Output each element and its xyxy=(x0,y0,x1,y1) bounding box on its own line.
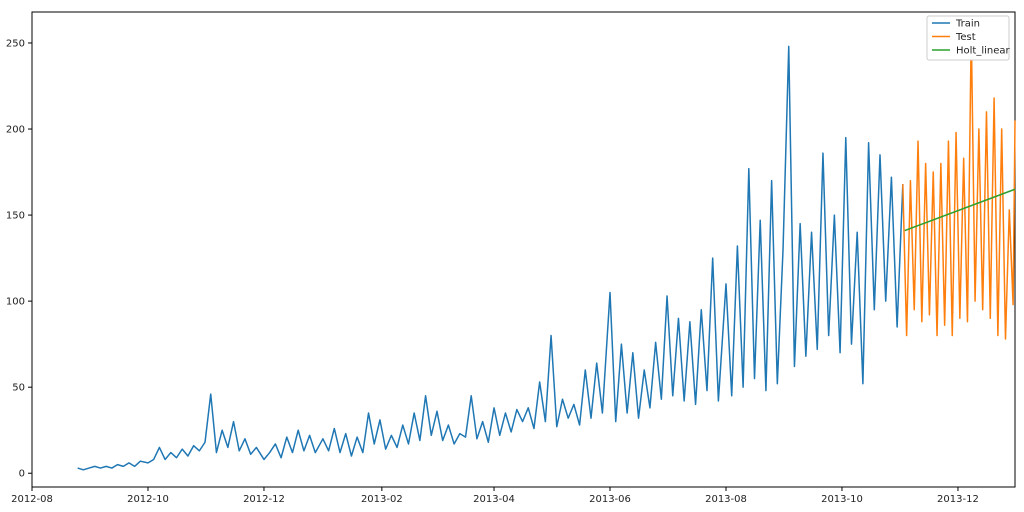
series-line-holt-linear xyxy=(904,188,1016,232)
x-tick-label: 2012-10 xyxy=(127,494,169,505)
y-tick-label: 0 xyxy=(19,469,25,480)
y-axis: 0 50 100 150 200 250 xyxy=(6,38,32,480)
series-line-train xyxy=(77,45,904,471)
y-tick-label: 200 xyxy=(6,125,25,136)
x-tick-label: 2013-08 xyxy=(705,494,747,505)
legend: Train Test Holt_linear xyxy=(926,15,1011,61)
x-axis: 2012-08 2012-10 2012-12 2013-02 2013-04 2013-… xyxy=(11,487,979,505)
legend-entry-label: Test xyxy=(955,32,976,43)
x-tick-label: 2013-02 xyxy=(361,494,403,505)
y-tick-label: 100 xyxy=(6,297,25,308)
y-tick-label: 50 xyxy=(12,383,25,394)
plot-frame xyxy=(31,11,1016,488)
x-tick-label: 2013-10 xyxy=(821,494,863,505)
x-tick-label: 2013-06 xyxy=(589,494,631,505)
y-tick-label: 250 xyxy=(6,38,25,49)
x-tick-label: 2013-04 xyxy=(473,494,515,505)
legend-box xyxy=(926,15,1010,61)
legend-entry-label: Train xyxy=(955,19,980,30)
x-tick-label: 2012-12 xyxy=(243,494,285,505)
y-tick-label: 150 xyxy=(6,211,25,222)
x-tick-label: 2012-08 xyxy=(11,494,53,505)
series-line-test xyxy=(902,28,1016,340)
x-tick-label: 2013-12 xyxy=(937,494,979,505)
legend-entry-label: Holt_linear xyxy=(956,46,1011,57)
series-layer xyxy=(77,28,1016,471)
